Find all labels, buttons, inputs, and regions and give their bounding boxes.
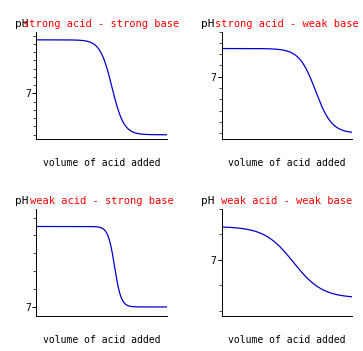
Text: pH: pH — [201, 19, 214, 29]
Title: strong acid - strong base: strong acid - strong base — [24, 19, 180, 29]
Title: strong acid - weak base: strong acid - weak base — [215, 19, 359, 29]
Title: weak acid - strong base: weak acid - strong base — [30, 197, 174, 206]
Text: volume of acid added: volume of acid added — [43, 335, 160, 345]
Text: pH: pH — [201, 197, 214, 206]
Text: pH: pH — [15, 19, 29, 29]
Title: weak acid - weak base: weak acid - weak base — [221, 197, 352, 206]
Text: pH: pH — [15, 197, 29, 206]
Text: volume of acid added: volume of acid added — [228, 335, 346, 345]
Text: volume of acid added: volume of acid added — [43, 158, 160, 168]
Text: volume of acid added: volume of acid added — [228, 158, 346, 168]
